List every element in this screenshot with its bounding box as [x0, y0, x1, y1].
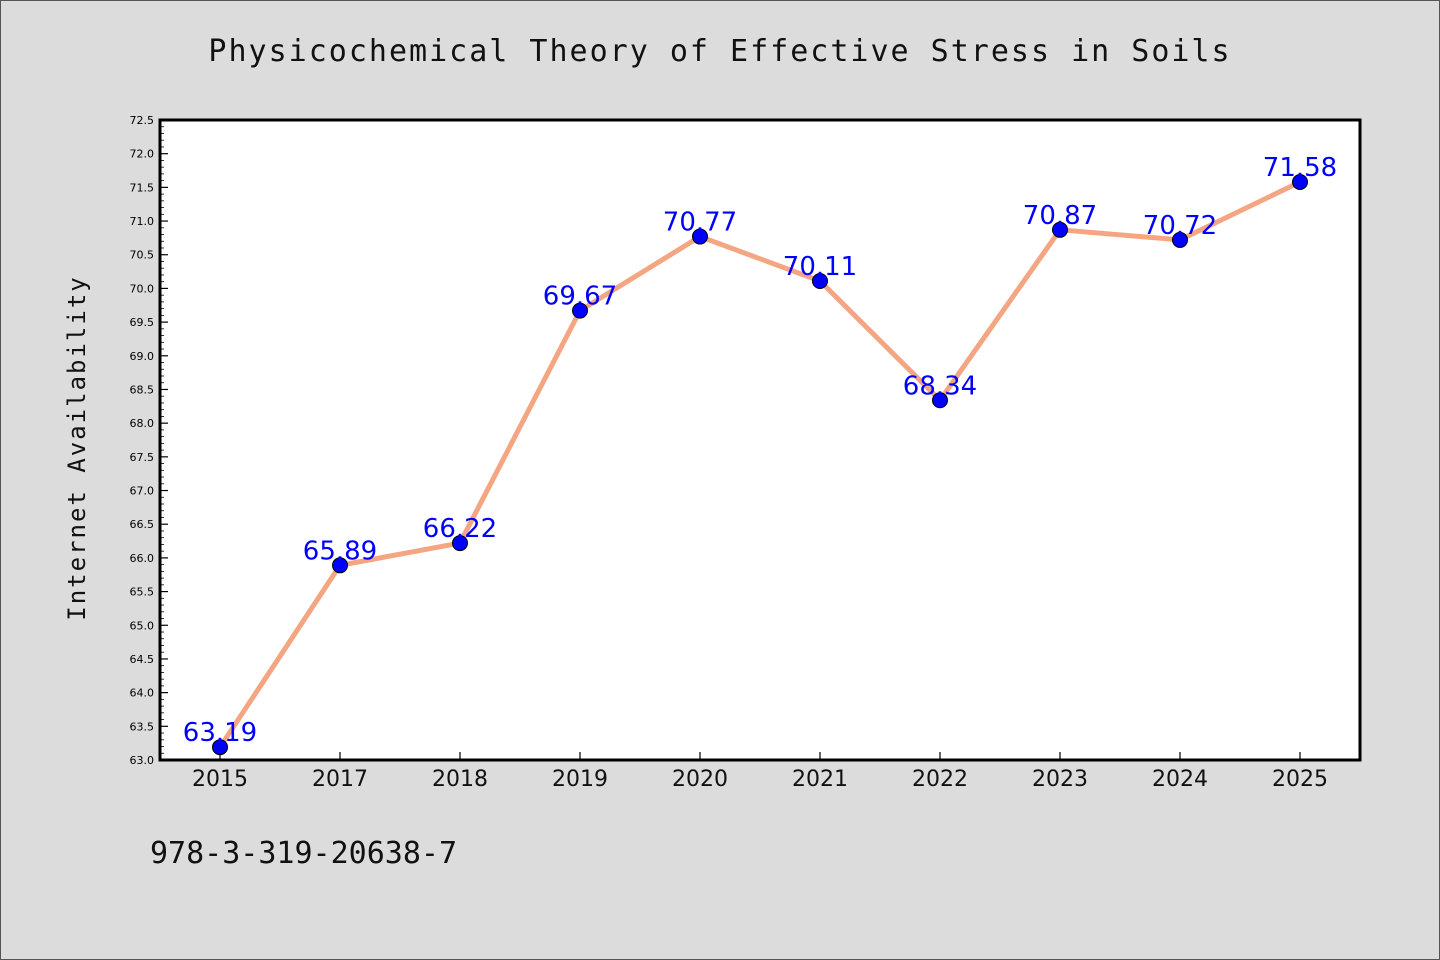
- y-tick-label: 72.5: [130, 114, 155, 127]
- data-point: [1292, 173, 1308, 190]
- x-tick-label: 2015: [192, 767, 248, 792]
- x-tick-label: 2019: [552, 767, 608, 792]
- plot-border: [158, 118, 1362, 762]
- data-point: [1052, 221, 1068, 238]
- y-tick-label: 63.0: [130, 754, 155, 767]
- y-tick-label: 71.0: [130, 215, 155, 228]
- y-tick-label: 65.5: [130, 586, 155, 599]
- data-point: [932, 392, 948, 409]
- data-point: [692, 228, 708, 245]
- data-point: [572, 302, 588, 319]
- y-tick-label: 72.0: [130, 148, 155, 161]
- x-tick-label: 2021: [792, 767, 848, 792]
- data-label: 70.87: [1023, 201, 1097, 231]
- y-tick-label: 68.0: [130, 417, 155, 430]
- data-label: 65.89: [303, 536, 377, 566]
- chart-title: Physicochemical Theory of Effective Stre…: [208, 34, 1232, 69]
- data-label: 70.72: [1143, 211, 1217, 241]
- y-tick-label: 64.5: [130, 653, 155, 666]
- data-label: 69.67: [543, 282, 617, 312]
- x-tick-label: 2024: [1152, 767, 1208, 792]
- data-point: [212, 739, 228, 756]
- y-tick-label: 69.0: [130, 350, 155, 363]
- data-point: [452, 535, 468, 552]
- data-label: 68.34: [903, 371, 977, 401]
- data-label: 66.22: [423, 514, 497, 544]
- data-point: [332, 557, 348, 574]
- data-label: 70.77: [663, 208, 737, 238]
- y-tick-label: 63.5: [130, 720, 155, 733]
- x-tick-label: 2017: [312, 767, 368, 792]
- plot-background: [160, 120, 1360, 760]
- y-tick-label: 66.5: [130, 518, 155, 531]
- x-tick-label: 2020: [672, 767, 728, 792]
- y-tick-label: 67.0: [130, 485, 155, 498]
- y-tick-label: 68.5: [130, 383, 155, 396]
- x-tick-label: 2025: [1272, 767, 1328, 792]
- y-tick-label: 65.0: [130, 619, 155, 632]
- data-point: [812, 273, 828, 290]
- data-label: 63.19: [183, 718, 257, 748]
- y-tick-label: 69.5: [130, 316, 155, 329]
- footer-code: 978-3-319-20638-7: [150, 836, 458, 871]
- x-tick-label: 2022: [912, 767, 968, 792]
- data-point: [1172, 231, 1188, 248]
- y-tick-label: 71.5: [130, 181, 155, 194]
- data-label: 70.11: [783, 252, 857, 282]
- x-tick-label: 2023: [1032, 767, 1088, 792]
- y-tick-label: 64.0: [130, 687, 155, 700]
- series-line: [217, 179, 1303, 750]
- y-tick-label: 70.0: [130, 282, 155, 295]
- data-label: 71.58: [1263, 153, 1337, 183]
- y-tick-label: 70.5: [130, 249, 155, 262]
- y-tick-label: 66.0: [130, 552, 155, 565]
- y-tick-label: 67.5: [130, 451, 155, 464]
- x-tick-label: 2018: [432, 767, 488, 792]
